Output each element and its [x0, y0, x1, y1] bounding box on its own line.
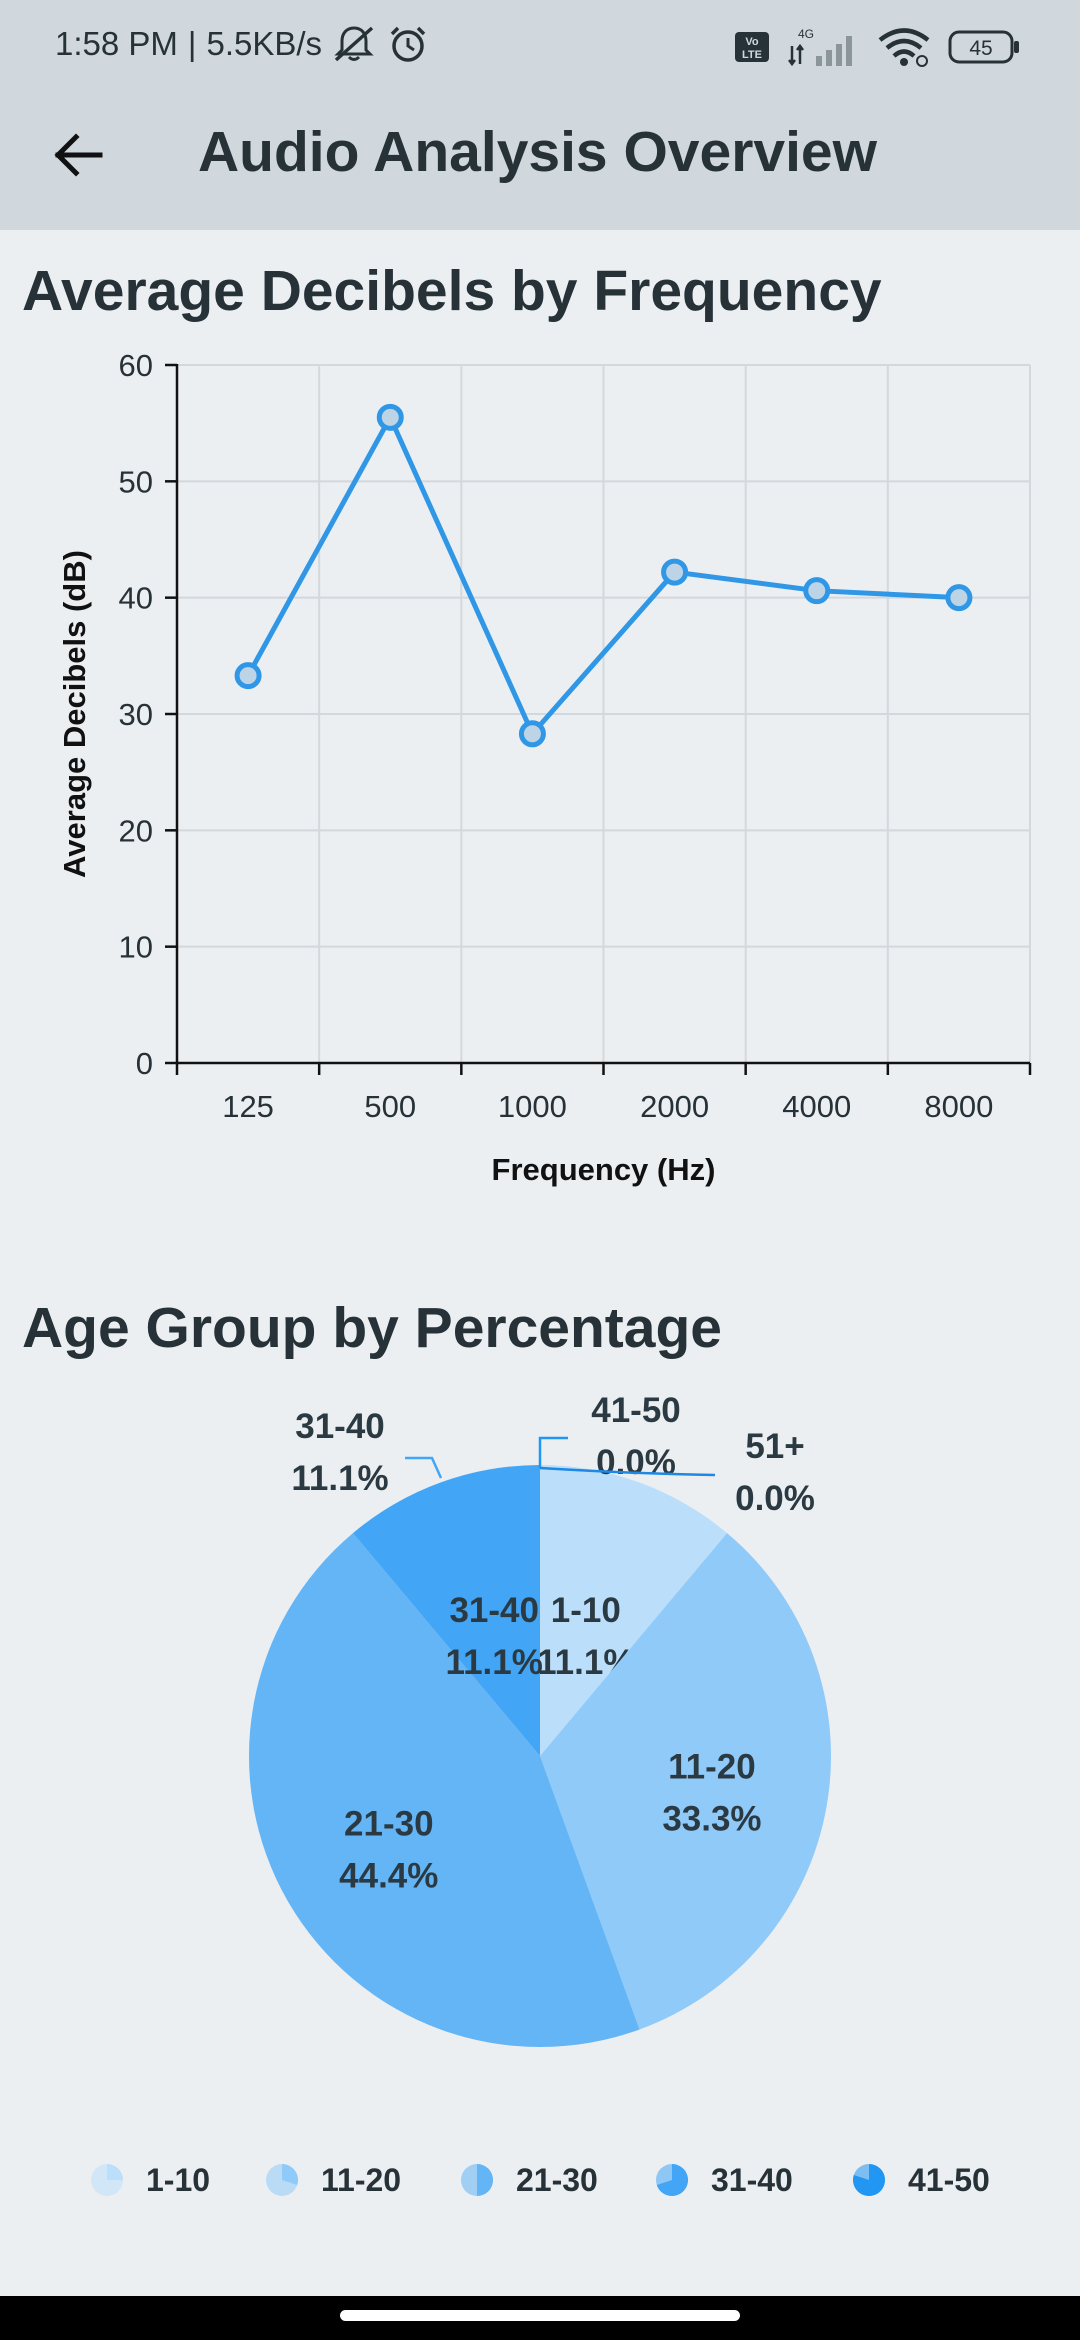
legend-pie-icon	[91, 2164, 123, 2196]
back-button[interactable]	[40, 117, 116, 193]
data-point	[376, 403, 404, 431]
data-point	[518, 720, 546, 748]
pie-label-21-30: 21-30	[344, 1804, 434, 1843]
pie-value-41-50: 0.0%	[596, 1443, 676, 1482]
data-point	[234, 662, 262, 690]
legend-label: 21-30	[516, 2161, 598, 2198]
callout-line-41-50	[538, 1436, 568, 1468]
legend-item-1-10[interactable]: 1-10	[90, 2150, 210, 2210]
y-tick-label: 20	[119, 813, 153, 848]
x-tick-label: 1000	[498, 1089, 567, 1124]
callout-line-51+	[539, 1466, 716, 1477]
pie-slice-11-20	[540, 1533, 831, 2030]
mute-icon	[334, 26, 374, 62]
y-tick-label: 0	[136, 1046, 153, 1081]
legend-pie-icon	[461, 2164, 493, 2196]
data-point	[803, 577, 831, 605]
y-tick-label: 50	[119, 464, 153, 499]
legend-icon-wedge	[282, 2164, 298, 2185]
x-tick-label: 125	[222, 1089, 274, 1124]
signal-icon: 4G	[788, 27, 852, 67]
pie-slice-31-40	[352, 1465, 540, 1756]
x-tick-label: 2000	[640, 1089, 709, 1124]
y-tick-label: 10	[119, 930, 153, 965]
legend-label: 11-20	[321, 2161, 402, 2198]
pie-slice-1-10	[540, 1465, 728, 1756]
pie-chart: 1-1011.1%11-2033.3%21-3044.4%31-4011.1%3…	[248, 1391, 831, 2047]
legend-label: 31-40	[711, 2161, 793, 2198]
status-separator: |	[187, 25, 197, 62]
y-tick-label: 60	[119, 348, 153, 383]
y-tick-label: 40	[119, 581, 153, 616]
line-chart: 0 10 20 30 40 50 60 125 500 1000 2000 4000 8000 Frequ…	[57, 348, 1032, 1187]
network-type-text: 4G	[798, 27, 814, 41]
x-axis-label: Frequency (Hz)	[492, 1152, 716, 1187]
callout-line-31-40	[405, 1456, 443, 1479]
legend-icon-wedge	[477, 2164, 493, 2196]
pie-value-31-40: 11.1%	[446, 1643, 543, 1682]
pie-label-31-40: 31-40	[295, 1407, 385, 1446]
legend-label: 1-10	[146, 2161, 211, 2198]
legend-item-31-40[interactable]: 31-40	[655, 2150, 793, 2210]
legend-pie-icon	[853, 2164, 885, 2196]
line-chart-title: Average Decibels by Frequency	[22, 259, 882, 323]
pie-value-31-40: 11.1%	[291, 1459, 388, 1498]
volte-bottom-text: LTE	[742, 49, 762, 61]
legend-label: 41-50	[908, 2161, 990, 2198]
y-axis-label: Average Decibels (dB)	[57, 550, 92, 878]
wifi-icon	[878, 28, 930, 67]
volte-icon: Vo LTE	[735, 32, 769, 62]
legend-item-21-30[interactable]: 21-30	[460, 2150, 598, 2210]
status-bar: 1:58 PM | 5.5KB/s Vo LTE 4G	[0, 0, 1080, 95]
series-line	[245, 414, 960, 737]
pie-legend: 1-10 11-20 21-30 31-40 41-50	[0, 2150, 1080, 2210]
app-bar: Audio Analysis Overview	[0, 95, 1080, 230]
alarm-icon	[390, 26, 426, 62]
data-point	[661, 558, 689, 586]
pie-label-1-10: 1-10	[551, 1591, 621, 1630]
pie-label-31-40: 31-40	[449, 1591, 539, 1630]
legend-icon-wedge	[656, 2164, 688, 2196]
pie-value-11-20: 33.3%	[662, 1799, 761, 1838]
x-tick-label: 4000	[782, 1089, 851, 1124]
status-time: 1:58 PM	[55, 25, 178, 62]
legend-icon-wedge	[107, 2164, 123, 2180]
y-tick-label: 30	[119, 697, 153, 732]
volte-top-text: Vo	[745, 36, 759, 48]
legend-icon-wedge	[853, 2164, 885, 2196]
pie-slice-21-30	[248, 1533, 640, 2047]
page-title: Audio Analysis Overview	[198, 120, 877, 184]
status-speed: 5.5KB/s	[206, 25, 323, 62]
pie-value-51+: 0.0%	[735, 1479, 815, 1518]
pie-value-21-30: 44.4%	[339, 1856, 438, 1895]
data-point	[945, 584, 973, 612]
pie-chart-title: Age Group by Percentage	[22, 1296, 723, 1360]
navigation-bar	[0, 2296, 1080, 2340]
pie-label-51+: 51+	[745, 1427, 804, 1466]
x-tick-label: 8000	[924, 1089, 993, 1124]
x-tick-label: 500	[364, 1089, 416, 1124]
arrow-left-icon	[54, 133, 103, 177]
battery-level-text: 45	[969, 37, 992, 60]
home-handle[interactable]	[340, 2310, 740, 2321]
status-left: 1:58 PM | 5.5KB/s	[55, 24, 430, 64]
legend-item-11-20[interactable]: 11-20	[265, 2150, 401, 2210]
status-right: Vo LTE 4G 45	[734, 26, 1020, 68]
battery-icon: 45	[948, 30, 1019, 64]
legend-pie-icon	[656, 2164, 688, 2196]
pie-label-11-20: 11-20	[668, 1747, 756, 1786]
legend-item-41-50[interactable]: 41-50	[852, 2150, 990, 2210]
legend-pie-icon	[266, 2164, 298, 2196]
pie-label-41-50: 41-50	[591, 1391, 681, 1430]
